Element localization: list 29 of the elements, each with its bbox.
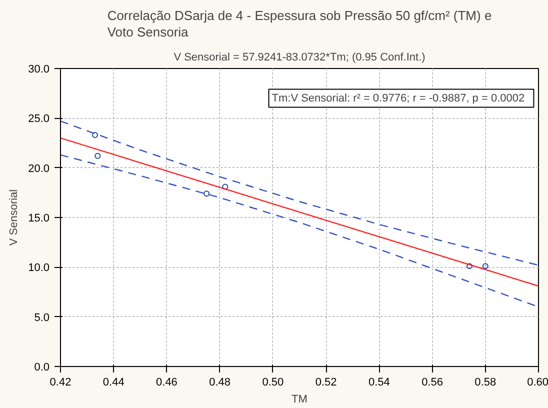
y-axis-title: V Sensorial bbox=[8, 189, 20, 246]
y-tick-label: 25.0 bbox=[28, 113, 50, 126]
x-tick-label: 0.58 bbox=[474, 376, 496, 388]
y-tick-label: 10.0 bbox=[28, 262, 50, 274]
y-tick-label: 20.0 bbox=[28, 162, 50, 175]
x-tick-label: 0.54 bbox=[368, 376, 390, 388]
y-tick-label: 5.0 bbox=[34, 312, 50, 324]
y-tick-label: 0.0 bbox=[34, 362, 50, 374]
point bbox=[466, 263, 472, 270]
chart-title: Correlação DSarja de 4 - Espessura sob Pressão 50 gf/cm² (TM) e Voto Sensoria bbox=[107, 8, 492, 40]
x-tick-label: 0.42 bbox=[50, 376, 72, 388]
x-tick-label: 0.48 bbox=[209, 376, 231, 388]
x-tick-label: 0.46 bbox=[156, 376, 178, 388]
chart-subtitle: V Sensorial = 57.9241-83.0732*Tm; (0.95 Conf.Int.) bbox=[174, 52, 426, 64]
x-tick-label: 0.56 bbox=[422, 376, 443, 388]
x-tick-label: 0.50 bbox=[262, 376, 284, 388]
point bbox=[204, 190, 210, 197]
line-series bbox=[60, 120, 538, 266]
x-tick-label: 0.60 bbox=[527, 376, 548, 388]
annotation: Tm:V Sensorial: r² = 0.9776; r = -0.9887, p = 0.0002 bbox=[272, 92, 525, 104]
x-tick-label: 0.52 bbox=[315, 376, 337, 388]
point bbox=[94, 152, 101, 159]
point bbox=[482, 263, 488, 270]
point bbox=[222, 184, 228, 190]
point bbox=[92, 132, 98, 138]
x-tick-label: 0.44 bbox=[102, 376, 124, 388]
y-tick-label: 30.0 bbox=[28, 64, 50, 76]
x-axis-title: TM bbox=[292, 394, 308, 406]
y-tick-label: 15.0 bbox=[28, 212, 50, 224]
